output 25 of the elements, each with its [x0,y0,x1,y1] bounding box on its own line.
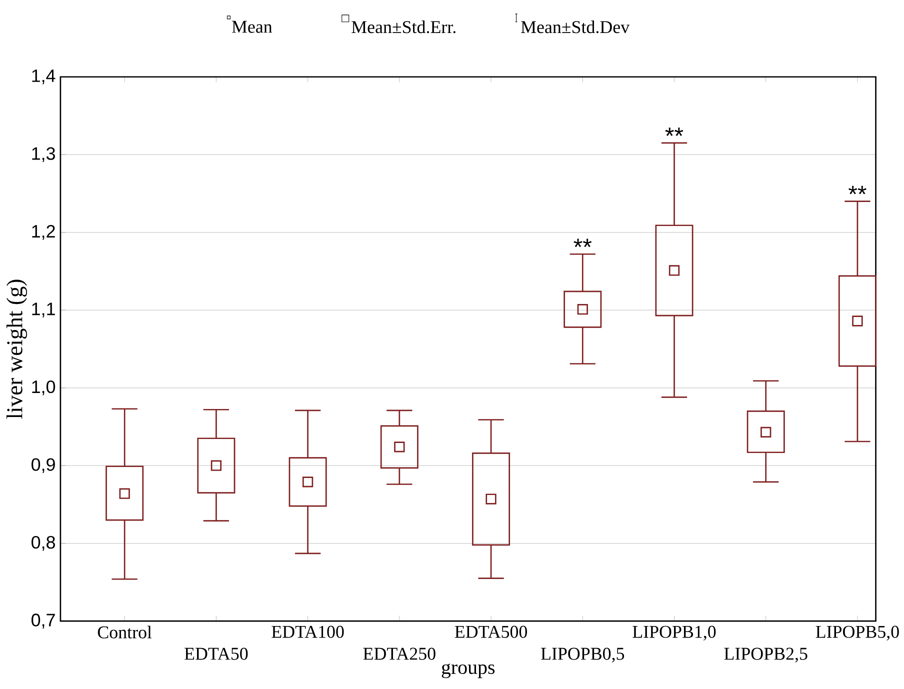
text: Mean±Std.Dev [521,20,630,34]
x-tick-label: LIPOPB0,5 [541,648,624,663]
y-tick-label: 1,0 [32,380,56,396]
x-tick-label: EDTA500 [454,626,528,638]
x-tick-label: LIPOPB1,0 [632,626,716,641]
x-tick-label: LIPOPB2,5 [724,648,808,663]
y-tick-label: 0,8 [32,536,55,551]
x-tick-label: EDTA50 [184,648,248,660]
annotation: ** [848,186,866,194]
x-tick-label: EDTA100 [272,626,344,638]
y-tick-label: 1,4 [32,70,56,84]
x-tick-label: LIPOPB5,0 [816,626,899,641]
text: Mean±Std.Err. [352,20,456,34]
y-tick-label: 1,3 [32,147,55,162]
y-tick-label: 0,7 [32,614,55,629]
y-tick-label: 1,2 [32,225,55,240]
annotation: ** [665,128,684,136]
y-tick-label: 1,1 [32,302,55,318]
text: Mean [232,21,272,33]
y-tick-label: 0,9 [32,458,55,474]
x-axis-title: groups [442,664,495,678]
x-tick-label: Control [98,626,152,639]
x-tick-label: EDTA250 [363,648,436,660]
annotation: ** [574,238,592,248]
y-axis-title: liver weight (g) [6,280,28,419]
